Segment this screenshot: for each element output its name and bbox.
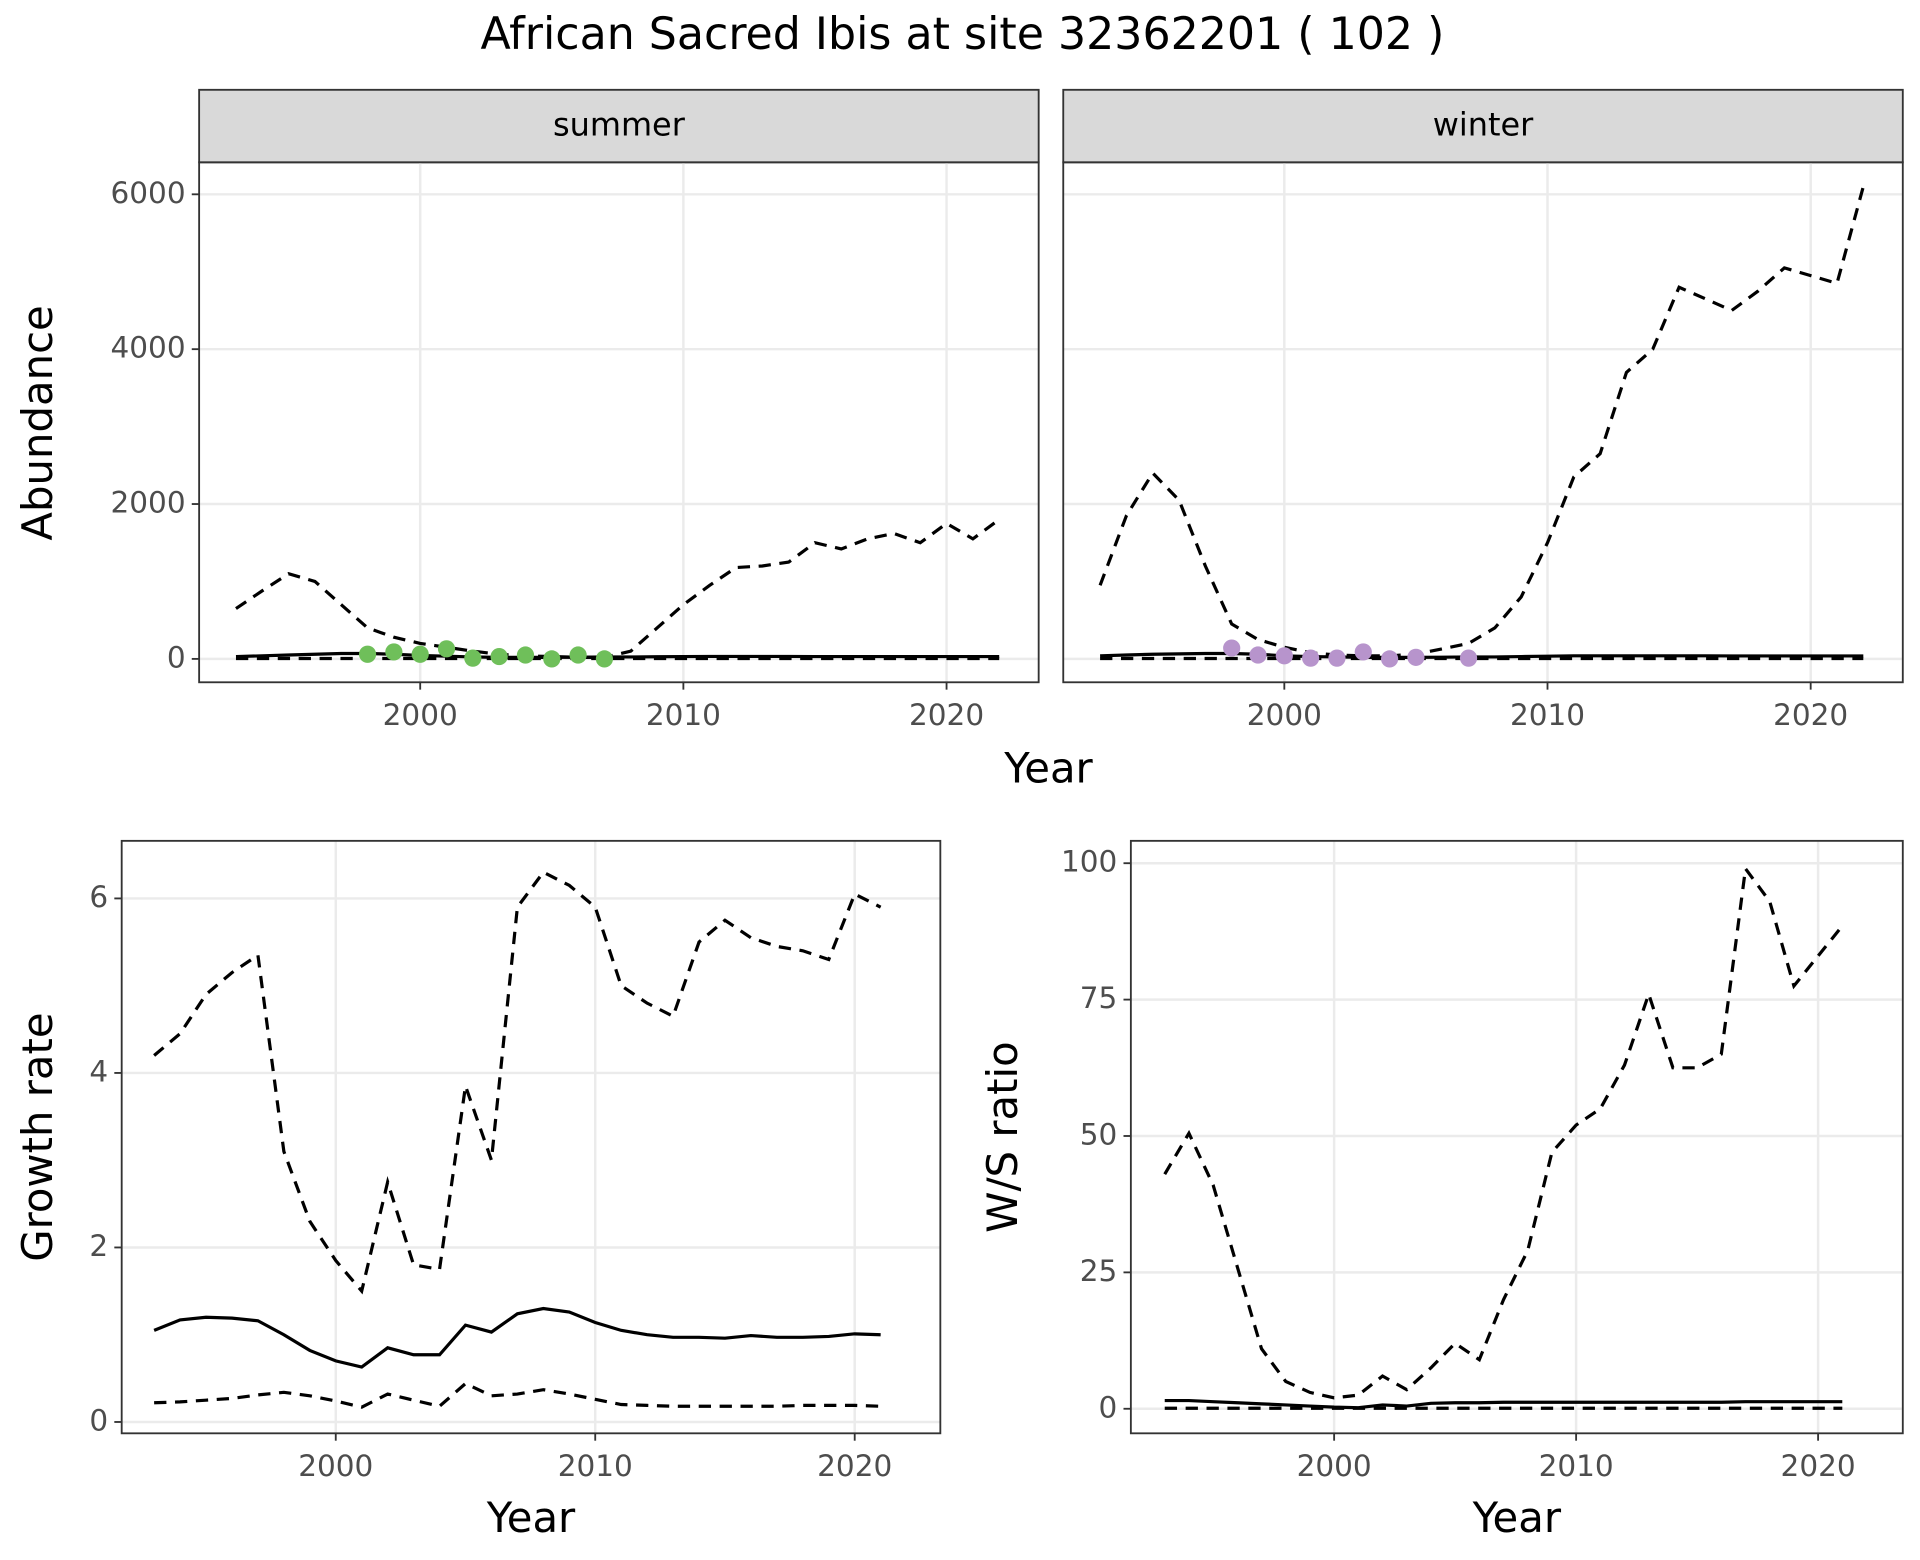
series-line: [153, 1306, 881, 1369]
panel-border: [198, 161, 1040, 684]
y-tick-label: 50: [1080, 1117, 1118, 1151]
y-tick-label: 25: [1080, 1254, 1118, 1288]
y-axis-title: W/S ratio: [978, 1041, 1027, 1233]
data-point: [595, 650, 614, 668]
y-axis-title: Growth rate: [13, 1012, 62, 1261]
y-tick-label: 4000: [111, 331, 186, 365]
y-tick-label: 2: [89, 1229, 108, 1263]
series-line: [1164, 1398, 1843, 1410]
y-tick-label: 75: [1080, 981, 1118, 1015]
data-point: [358, 645, 377, 663]
data-point: [569, 646, 587, 664]
x-tick-label: 2000: [1247, 698, 1322, 732]
data-point: [385, 643, 403, 661]
data-point: [1302, 649, 1320, 667]
series-line: [154, 1381, 881, 1409]
series-line: [153, 870, 882, 1295]
x-tick-label: 2000: [298, 1449, 373, 1483]
facet-strip: [198, 88, 1040, 164]
y-tick-label: 0: [89, 1403, 108, 1437]
y-tick-label: 2000: [111, 486, 186, 520]
x-tick-label: 2010: [1510, 698, 1585, 732]
series-line: [1098, 186, 1865, 658]
data-point: [1328, 649, 1346, 667]
x-axis-title: Year: [1003, 743, 1093, 792]
panel-border: [1129, 839, 1904, 1435]
data-point: [1275, 647, 1293, 665]
data-point: [1380, 650, 1399, 668]
x-tick-label: 2010: [646, 698, 721, 732]
x-axis-title: Year: [486, 1493, 576, 1542]
x-tick-label: 2000: [1297, 1449, 1372, 1483]
y-axis-title: Abundance: [13, 305, 62, 540]
data-point: [411, 645, 429, 663]
data-point: [464, 649, 482, 667]
data-point: [516, 646, 535, 664]
x-tick-label: 2000: [383, 698, 458, 732]
x-tick-label: 2010: [558, 1449, 633, 1483]
data-point: [1354, 643, 1372, 661]
facet-label: summer: [553, 106, 686, 144]
x-tick-label: 2020: [817, 1449, 892, 1483]
data-point: [1459, 649, 1478, 667]
data-point: [543, 650, 561, 668]
y-tick-label: 100: [1061, 845, 1117, 879]
series-line: [235, 518, 1001, 659]
x-tick-label: 2020: [1781, 1449, 1856, 1483]
facet-label: winter: [1433, 106, 1534, 144]
y-tick-label: 0: [167, 640, 186, 674]
panel-border: [1062, 161, 1904, 684]
x-axis-title: Year: [1472, 1493, 1562, 1542]
y-tick-label: 6: [89, 880, 108, 914]
x-tick-label: 2020: [1773, 698, 1848, 732]
data-point: [490, 647, 508, 666]
y-tick-label: 0: [1099, 1390, 1118, 1424]
data-point: [1249, 646, 1267, 664]
y-tick-label: 4: [89, 1054, 108, 1088]
data-point: [1407, 648, 1425, 666]
data-point: [437, 640, 456, 658]
figure-title: African Sacred Ibis at site 32362201 ( 1…: [480, 9, 1444, 60]
panel-border: [120, 839, 942, 1435]
data-point: [1223, 639, 1241, 657]
x-tick-label: 2020: [909, 698, 984, 732]
y-tick-label: 6000: [111, 176, 186, 210]
x-tick-label: 2010: [1539, 1449, 1614, 1483]
series-line: [1163, 864, 1844, 1400]
